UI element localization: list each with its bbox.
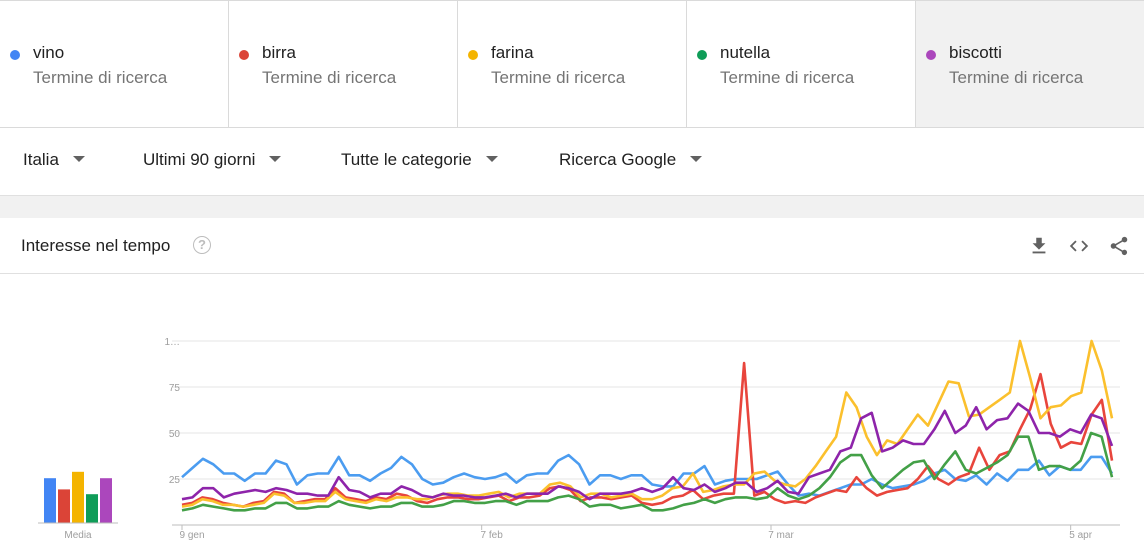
term-color-dot [468,50,478,60]
chevron-down-icon [269,155,282,162]
y-tick-label: 1… [164,337,180,348]
average-bar-nutella [86,494,98,523]
embed-code-icon[interactable] [1068,235,1090,257]
term-type: Termine di ricerca [491,68,626,87]
term-type: Termine di ricerca [262,68,397,87]
average-bar-farina [72,471,84,523]
term-type: Termine di ricerca [33,68,168,87]
search-terms-bar: vino Termine di ricerca birra Termine di… [0,0,1144,128]
x-tick-label: 7 feb [481,530,504,541]
share-icon[interactable] [1108,235,1130,257]
interest-chart: 25 50 75 1… 9 gen 7 feb 7 mar 5 apr Media [38,337,1120,541]
term-color-dot [239,50,249,60]
term-color-dot [10,50,20,60]
chevron-down-icon [72,155,85,162]
series-line-biscotti [181,402,1114,501]
x-tick-label: 9 gen [179,530,204,541]
period-label: Ultimi 90 giorni [143,150,256,169]
term-name: nutella [720,43,771,62]
term-birra[interactable]: birra Termine di ricerca [229,1,458,127]
term-type: Termine di ricerca [720,68,855,87]
term-name: biscotti [949,43,1002,62]
term-color-dot [697,50,707,60]
average-bar-birra [58,489,70,523]
y-tick-label: 25 [169,475,181,486]
series-line-farina [181,339,1114,508]
country-dropdown[interactable]: Italia [23,150,85,174]
category-dropdown[interactable]: Tutte le categorie [341,150,498,174]
interest-over-time-card: Interesse nel tempo ? 25 50 75 1… 9 gen 7 feb… [0,218,1144,558]
card-title: Interesse nel tempo [21,236,171,255]
card-header: Interesse nel tempo ? [0,218,1144,274]
filter-bar: Italia Ultimi 90 giorni Tutte le categor… [0,128,1144,196]
average-label: Media [64,530,92,541]
term-nutella[interactable]: nutella Termine di ricerca [687,1,916,127]
term-name: birra [262,43,297,62]
x-tick-label: 5 apr [1069,530,1092,541]
term-farina[interactable]: farina Termine di ricerca [458,1,687,127]
country-label: Italia [23,150,59,169]
term-name: vino [33,43,65,62]
y-tick-label: 50 [169,429,181,440]
series-line-birra [181,361,1114,508]
chevron-down-icon [485,155,498,162]
chevron-down-icon [690,155,703,162]
series-line-nutella [181,431,1114,512]
period-dropdown[interactable]: Ultimi 90 giorni [143,150,282,174]
term-type: Termine di ricerca [949,68,1084,87]
term-vino[interactable]: vino Termine di ricerca [0,1,229,127]
x-tick-label: 7 mar [768,530,794,541]
help-icon[interactable]: ? [193,236,211,254]
y-tick-label: 75 [169,383,181,394]
term-color-dot [926,50,936,60]
source-dropdown[interactable]: Ricerca Google [559,150,703,174]
average-bar-vino [44,478,56,523]
average-bar-biscotti [100,478,112,523]
term-name: farina [491,43,534,62]
category-label: Tutte le categorie [341,150,472,169]
source-label: Ricerca Google [559,150,677,169]
term-biscotti[interactable]: biscotti Termine di ricerca [916,1,1144,127]
download-icon[interactable] [1028,235,1050,257]
